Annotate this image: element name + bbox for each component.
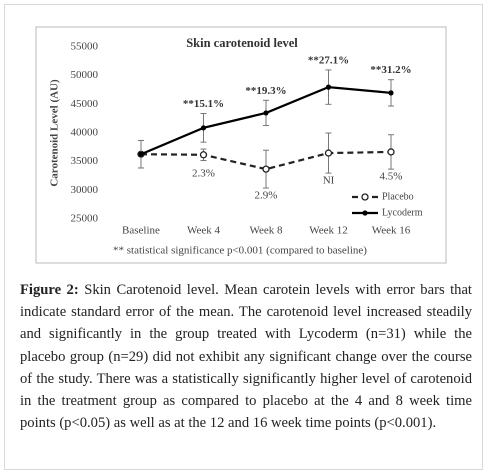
y-tick-label: 55000 xyxy=(71,41,99,53)
marker xyxy=(324,149,333,157)
legend-label: Placebo xyxy=(382,191,414,202)
y-tick-label: 40000 xyxy=(71,127,99,139)
y-tick-label: 25000 xyxy=(71,213,99,225)
marker xyxy=(200,125,207,131)
annotation: **15.1% xyxy=(183,98,224,110)
y-tick-label: 30000 xyxy=(71,184,99,196)
caption: Figure 2: Skin Carotenoid level. Mean ca… xyxy=(20,279,472,434)
marker xyxy=(387,148,395,156)
y-axis-label: Carotenoid Level (AU) xyxy=(49,79,61,187)
y-tick-label: 45000 xyxy=(71,98,99,110)
marker xyxy=(325,84,332,90)
legend-marker xyxy=(362,210,368,216)
caption-label: Figure 2: xyxy=(20,282,79,298)
marker xyxy=(262,165,270,173)
legend-label: Lycoderm xyxy=(382,207,423,218)
marker xyxy=(263,110,269,116)
x-tick-label: Week 4 xyxy=(187,225,221,237)
note: ** statistical significance p<0.001 (com… xyxy=(113,245,367,257)
y-tick-label: 35000 xyxy=(71,155,99,167)
x-tick-label: Baseline xyxy=(122,225,160,237)
annotation: NI xyxy=(323,175,335,187)
x-tick-label: Week 8 xyxy=(249,225,283,237)
annotation: **19.3% xyxy=(245,85,286,97)
chart-title: Skin carotenoid level xyxy=(186,36,298,50)
x-tick-label: Week 16 xyxy=(372,225,411,237)
series-line xyxy=(140,150,392,171)
caption-text: Skin Carotenoid level. Mean carotein lev… xyxy=(20,282,472,432)
chart-border xyxy=(35,26,447,264)
annotation: 2.9% xyxy=(255,190,278,202)
marker xyxy=(199,151,208,159)
marker xyxy=(138,151,144,157)
legend-marker xyxy=(361,193,369,201)
annotation: **31.2% xyxy=(370,64,411,76)
annotation: **27.1% xyxy=(308,54,349,66)
annotation: 4.5% xyxy=(380,171,403,183)
x-tick-label: Week 12 xyxy=(309,225,348,237)
marker xyxy=(388,90,394,96)
y-tick-label: 50000 xyxy=(71,69,99,81)
annotation: 2.3% xyxy=(192,167,215,179)
